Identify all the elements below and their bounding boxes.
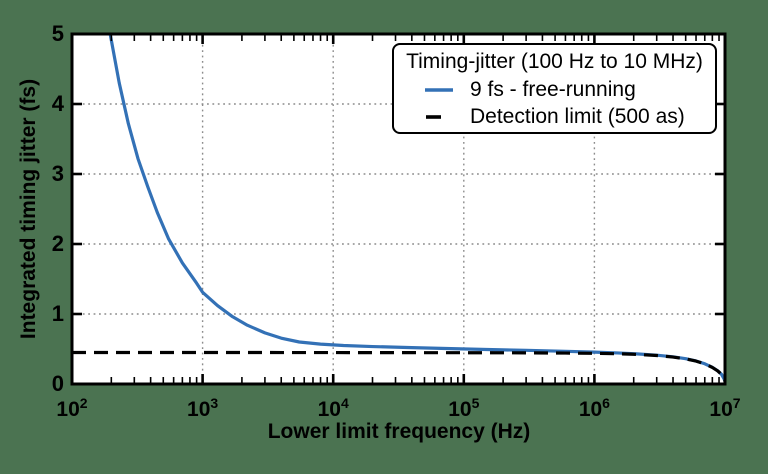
legend-item-free-running: 9 fs - free-running: [400, 76, 709, 103]
x-tick-label: 107: [709, 395, 741, 421]
x-tick-label: 103: [187, 395, 219, 421]
y-axis-label: Integrated timing jitter (fs): [17, 78, 40, 340]
detection-limit-curve: [72, 350, 725, 382]
legend-item-detection-limit: Detection limit (500 as): [400, 103, 709, 130]
detection-limit-dash-swatch-icon: [424, 114, 460, 120]
free-running-line-swatch-icon: [424, 87, 460, 93]
legend-title: Timing-jitter (100 Hz to 10 MHz): [406, 50, 703, 73]
x-tick-label: 106: [578, 395, 610, 421]
legend-item-label: Detection limit (500 as): [470, 104, 685, 128]
y-tick-label: 2: [51, 231, 64, 256]
plot-border: [70, 32, 727, 386]
x-tick-label: 104: [317, 395, 349, 421]
legend-item-label: 9 fs - free-running: [470, 77, 636, 101]
y-tick-label: 1: [51, 301, 64, 326]
x-axis-label: Lower limit frequency (Hz): [267, 420, 531, 443]
y-tick-label: 0: [51, 371, 64, 396]
y-tick-label: 3: [51, 161, 64, 186]
y-tick-label: 4: [51, 91, 64, 116]
x-tick-label: 102: [56, 395, 88, 421]
y-tick-label: 5: [51, 21, 64, 46]
x-tick-label: 105: [448, 395, 480, 421]
legend: Timing-jitter (100 Hz to 10 MHz) 9 fs - …: [392, 43, 717, 134]
